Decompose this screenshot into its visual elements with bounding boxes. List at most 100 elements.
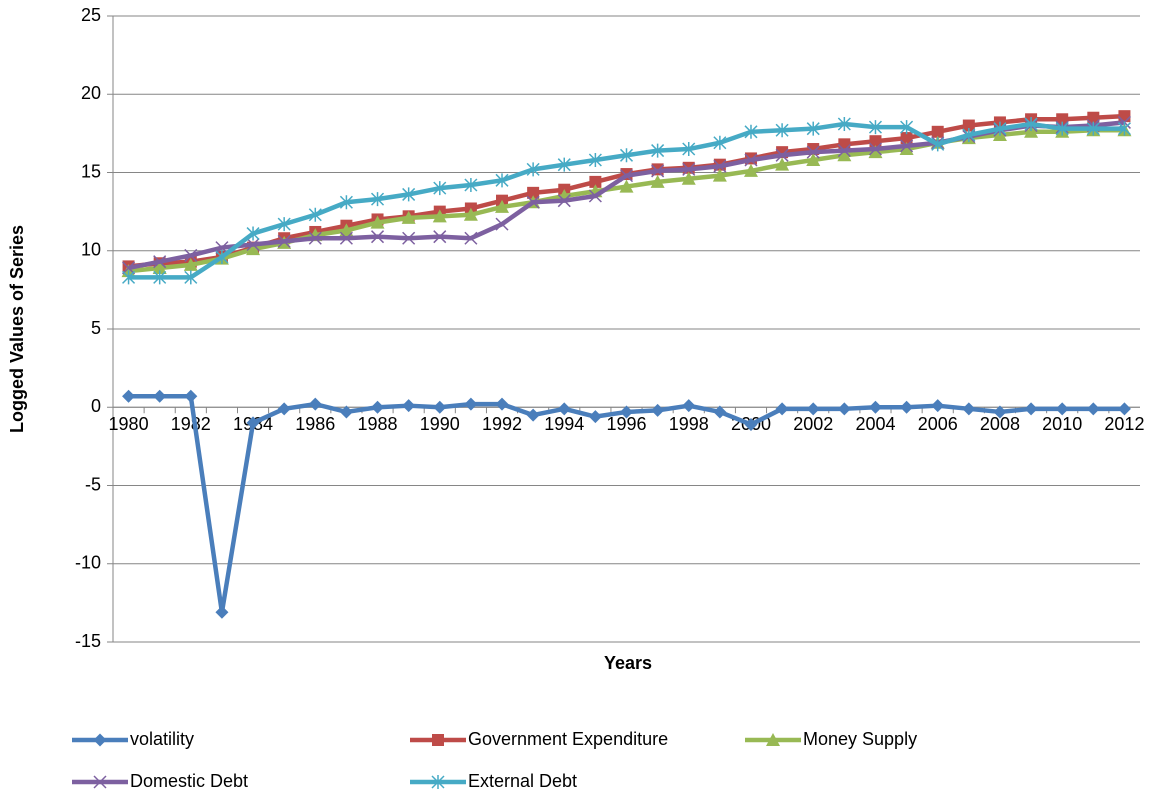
marker bbox=[153, 255, 167, 269]
x-tick-label: 1990 bbox=[420, 414, 460, 434]
x-axis-title: Years bbox=[604, 653, 652, 673]
x-tick-label: 1982 bbox=[171, 414, 211, 434]
y-tick-label: 10 bbox=[81, 240, 101, 260]
marker bbox=[962, 127, 976, 142]
marker bbox=[713, 159, 727, 173]
marker bbox=[806, 145, 820, 159]
marker bbox=[402, 399, 416, 413]
marker bbox=[339, 195, 353, 210]
marker bbox=[370, 192, 385, 207]
marker bbox=[588, 410, 602, 424]
marker bbox=[184, 389, 198, 403]
marker bbox=[464, 231, 478, 245]
marker bbox=[931, 137, 945, 152]
marker bbox=[744, 124, 758, 139]
x-tick-label: 2002 bbox=[793, 414, 833, 434]
marker bbox=[464, 178, 478, 193]
marker bbox=[1087, 111, 1100, 124]
marker bbox=[650, 174, 665, 188]
marker bbox=[588, 152, 602, 167]
legend-label: External Debt bbox=[468, 771, 577, 791]
marker bbox=[557, 194, 571, 208]
marker bbox=[713, 135, 727, 150]
marker bbox=[495, 199, 510, 213]
marker bbox=[246, 237, 260, 252]
marker bbox=[651, 403, 665, 417]
marker bbox=[775, 123, 789, 138]
marker bbox=[837, 116, 851, 131]
marker bbox=[1024, 402, 1038, 416]
marker bbox=[619, 169, 634, 183]
marker bbox=[122, 389, 136, 403]
marker bbox=[526, 162, 540, 177]
y-tick-label: 15 bbox=[81, 161, 101, 181]
legend-label: Domestic Debt bbox=[130, 771, 248, 791]
marker bbox=[868, 120, 883, 135]
marker bbox=[339, 223, 354, 237]
marker bbox=[370, 230, 385, 244]
marker bbox=[899, 142, 914, 156]
series-line bbox=[128, 121, 1125, 280]
y-tick-label: 5 bbox=[91, 318, 101, 338]
marker bbox=[183, 257, 198, 271]
marker bbox=[122, 270, 136, 285]
marker bbox=[651, 143, 665, 158]
marker bbox=[463, 207, 478, 221]
marker bbox=[1055, 402, 1069, 416]
marker bbox=[589, 175, 602, 188]
marker bbox=[837, 402, 851, 416]
marker bbox=[526, 195, 540, 209]
marker bbox=[93, 733, 107, 747]
marker bbox=[681, 171, 696, 185]
marker bbox=[246, 226, 260, 241]
x-tick-label: 1986 bbox=[295, 414, 335, 434]
x-tick-label: 1998 bbox=[669, 414, 709, 434]
marker bbox=[402, 231, 416, 245]
y-tick-label: -15 bbox=[75, 631, 101, 651]
marker bbox=[900, 132, 913, 145]
marker bbox=[993, 121, 1007, 136]
marker bbox=[713, 405, 727, 419]
marker bbox=[495, 397, 509, 411]
marker bbox=[215, 250, 229, 265]
marker bbox=[370, 215, 385, 229]
marker bbox=[433, 230, 447, 244]
marker bbox=[1117, 402, 1131, 416]
series bbox=[122, 389, 1131, 619]
marker bbox=[900, 400, 914, 414]
marker bbox=[619, 148, 634, 163]
marker bbox=[308, 207, 322, 222]
series bbox=[121, 123, 1132, 278]
marker bbox=[277, 217, 291, 232]
marker bbox=[153, 389, 167, 403]
marker bbox=[122, 261, 136, 275]
marker bbox=[744, 153, 758, 167]
marker bbox=[215, 605, 229, 619]
y-tick-label: -5 bbox=[85, 474, 101, 494]
marker bbox=[495, 217, 509, 231]
marker bbox=[682, 399, 696, 413]
x-tick-label: 2010 bbox=[1042, 414, 1082, 434]
marker bbox=[433, 400, 447, 414]
legend-label: Money Supply bbox=[803, 729, 917, 749]
marker bbox=[962, 119, 975, 132]
marker bbox=[869, 135, 882, 148]
legend-label: Government Expenditure bbox=[468, 729, 668, 749]
marker bbox=[432, 734, 444, 746]
marker bbox=[1024, 116, 1038, 131]
marker bbox=[433, 181, 447, 196]
marker bbox=[371, 400, 385, 414]
marker bbox=[900, 120, 914, 135]
y-tick-label: -10 bbox=[75, 553, 101, 573]
marker bbox=[152, 260, 167, 274]
marker bbox=[806, 152, 821, 166]
x-tick-label: 2006 bbox=[918, 414, 958, 434]
x-tick-label: 2012 bbox=[1104, 414, 1144, 434]
marker bbox=[931, 399, 945, 413]
marker bbox=[526, 408, 540, 422]
marker bbox=[682, 162, 696, 176]
marker bbox=[277, 234, 291, 248]
x-tick-label: 1988 bbox=[358, 414, 398, 434]
marker bbox=[868, 400, 882, 414]
y-tick-label: 25 bbox=[81, 5, 101, 25]
